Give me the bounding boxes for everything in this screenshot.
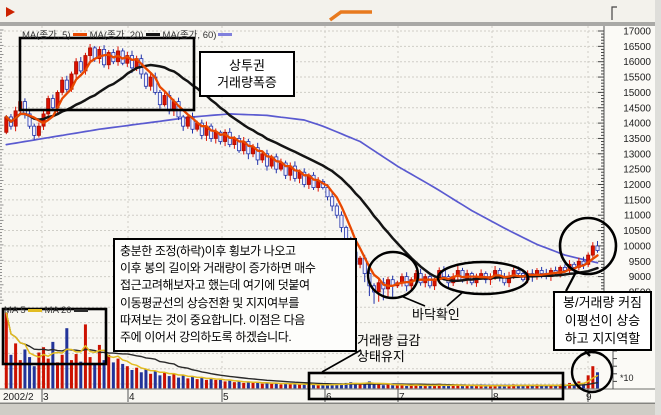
x-axis-label-0: 2002/2 (3, 392, 34, 403)
volume-ma-legend: MA 5 MA 20 (4, 305, 91, 316)
bottom-check-circle-1 (366, 250, 420, 300)
price-ma-legend-swatch-0 (72, 32, 87, 36)
price-tick-label: 16000 (623, 57, 651, 68)
price-tick-label: 17000 (623, 27, 651, 38)
price-tick-label: 9500 (629, 257, 652, 268)
pointer-line-ellipse2 (446, 291, 464, 307)
price-tick-label: 11000 (624, 211, 652, 222)
x-axis-label-5: 7 (399, 392, 405, 403)
volume-surge-rect (1, 307, 108, 366)
main-note-box: 충분한 조정(하락)이후 횡보가 나오고 이후 봉의 길이와 거래량이 증가하면… (113, 238, 357, 352)
price-ma-legend: MA(종가, 5) MA(종가, 20) MA(종가, 60) (22, 27, 235, 41)
x-axis-label-2: 4 (129, 392, 135, 403)
top-annotation-text: 상투권 거래량폭증 (217, 58, 277, 90)
price-ma-legend-label-2: MA(종가, 60) (162, 30, 217, 41)
pointer-line-breakout (565, 271, 577, 292)
price-tick-label: 14000 (623, 119, 651, 130)
price-ma-legend-swatch-1 (145, 32, 160, 36)
price-tick-label: 9000 (629, 272, 652, 283)
breakout-circle (558, 216, 618, 276)
volume-drop-label: 거래량 급감 상태유지 (357, 333, 421, 364)
volume-scale-label: *10 (620, 373, 634, 383)
price-tick-label: 15500 (623, 73, 651, 84)
price-tick-label: 10500 (623, 226, 651, 237)
x-axis-label-1: 3 (43, 392, 49, 403)
volume-ma-legend-swatch-0 (27, 309, 42, 312)
price-ma-legend-swatch-2 (218, 32, 233, 36)
price-tick-label: 10000 (623, 241, 651, 252)
volume-rise-circle (570, 350, 614, 394)
peak-zone-rect (18, 36, 196, 112)
bottom-check-ellipse-2 (436, 260, 530, 296)
price-tick-label: 12000 (623, 180, 651, 191)
right-strip (655, 0, 661, 415)
x-axis-label-6: 8 (493, 392, 499, 403)
bottom-check-label: 바닥확인 (412, 307, 460, 322)
right-annotation-text: 봉/거래량 커짐 이평선이 상승 하고 지지역할 (563, 295, 642, 346)
top-annotation-box: 상투권 거래량폭증 (199, 51, 295, 97)
x-axis-label-4: 6 (326, 392, 332, 403)
red-flag-marker (6, 7, 15, 17)
volume-ma-legend-label-0: MA 5 (4, 305, 26, 316)
right-annotation-box: 봉/거래량 커짐 이평선이 상승 하고 지지역할 (553, 291, 652, 351)
x-axis-label-7: 9 (586, 392, 592, 403)
price-ma-legend-label-0: MA(종가, 5) (22, 30, 71, 41)
price-tick-label: 11500 (624, 195, 652, 206)
pointer-line-voldrop (321, 349, 362, 373)
volume-ma-legend-label-1: MA 20 (44, 305, 72, 316)
main-note-text: 충분한 조정(하락)이후 횡보가 나오고 이후 봉의 길이와 거래량이 증가하면… (120, 244, 316, 345)
price-tick-label: 13000 (623, 149, 651, 160)
volume-ma-legend-swatch-1 (73, 309, 88, 312)
pointer-line-volcircle (584, 350, 591, 357)
pointer-line-circle1 (400, 295, 426, 307)
trendline-fragment (328, 10, 372, 22)
price-tick-label: 15000 (623, 88, 651, 99)
price-tick-label: 14500 (623, 103, 651, 114)
low-volume-rect (307, 371, 565, 401)
price-tick-label: 16500 (623, 42, 651, 53)
price-tick-label: 13500 (623, 134, 651, 145)
price-tick-label: 12500 (623, 165, 651, 176)
x-axis-label-3: 5 (223, 392, 229, 403)
top-band (0, 0, 661, 22)
price-ma-legend-label-1: MA(종가, 20) (89, 30, 144, 41)
